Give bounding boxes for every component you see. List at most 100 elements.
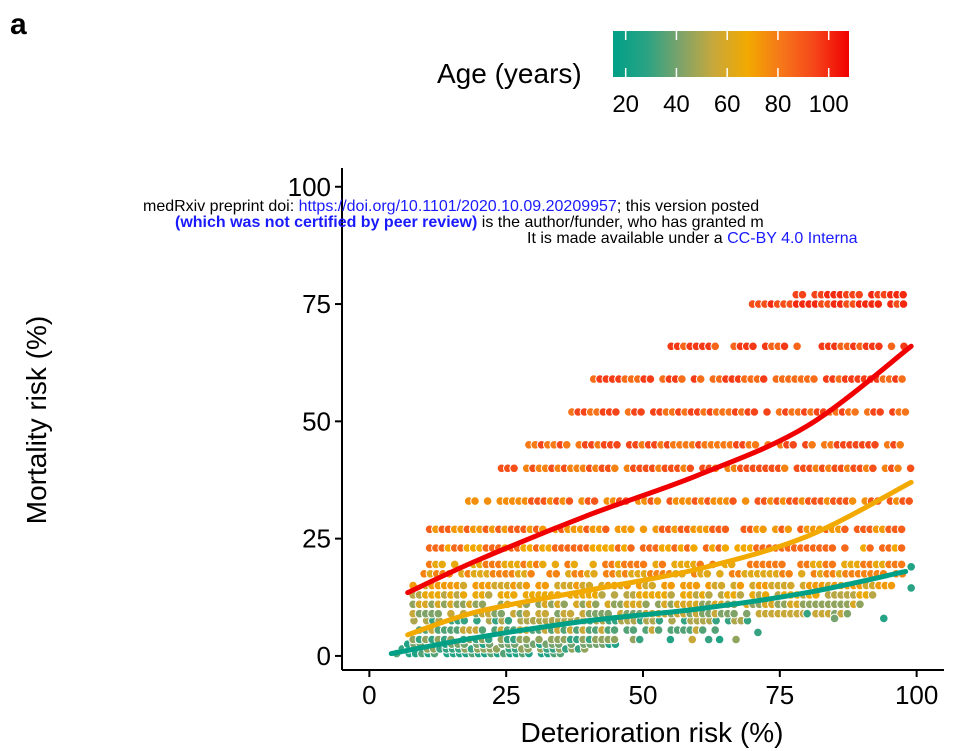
y-tick-label: 0 [317,641,331,671]
scatter-point [647,580,658,591]
scatter-point [477,625,488,635]
scatter-point [697,625,708,635]
scatter-point [802,608,812,619]
scatter-point [854,289,865,300]
scatter-point [496,608,507,619]
scatter-point [550,559,561,570]
preprint-posted-text: ; this version posted [616,199,760,215]
scatter-point [634,634,645,645]
scatter-point [750,440,761,450]
scatter-point [482,496,493,506]
scatter-point [551,569,562,579]
author-funder-note: is the author/funder, who has granted m [477,214,764,231]
scatter-point [870,440,880,450]
colorbar-tick-label: 60 [714,91,741,118]
scatter-point [886,341,897,352]
y-tick-label: 75 [302,289,331,319]
scatter-point [896,543,907,553]
scatter-point [827,559,838,570]
scatter-point [653,625,664,635]
scatter-point [865,543,875,553]
scatter-point [636,407,646,417]
colorbar-tick-label: 20 [612,91,639,118]
scatter-point [677,374,687,384]
scatter-point [874,341,884,352]
x-tick-label: 50 [629,680,658,710]
trend-line [405,343,914,596]
scatter-point [628,625,639,635]
scatter-point [564,496,575,506]
scatter-point [612,440,622,450]
preprint-doi-prefix: medRxiv preprint doi: [143,199,299,215]
y-tick-label: 50 [302,406,331,436]
scatter-point [868,463,878,474]
scatter-point [875,407,886,417]
scatter-point [521,608,532,619]
scatter-point [716,580,727,591]
scatter-point [879,613,889,624]
scatter-point [904,496,915,506]
preprint-notice: medRxiv preprint doi: https://doi.org/10… [143,199,960,247]
colorbar-tick-label: 80 [765,91,792,118]
scatter-point [589,569,599,579]
scatter-point [609,590,620,600]
scatter-point [886,580,897,591]
scatter-point [565,608,576,619]
scatter-point [561,440,572,450]
scatter-point [521,580,532,591]
colorbar [613,31,849,77]
scatter-point [728,496,738,506]
trend-lines [388,343,914,657]
scatter-point [753,627,763,638]
scatter-point [896,559,907,570]
scatter-point [540,580,551,591]
scatter-point [652,496,663,506]
scatter-point [710,341,721,352]
scatter-point [855,599,865,610]
scatter-point [729,608,739,619]
scatter-point [900,407,911,417]
scatter-point [589,496,600,506]
scatter-point [601,524,611,535]
panel-label: a [10,8,27,41]
scatter-point [906,583,916,593]
colorbar-tick-label: 100 [809,91,849,118]
scatter-point [657,559,668,570]
scatter-point [898,289,909,300]
y-axis-label: Mortality risk (%) [21,316,52,524]
scatter-point [641,599,651,610]
scatter-point [638,524,649,535]
scatter-point [720,543,731,553]
scatter-point [906,561,916,572]
scatter-point [827,543,838,553]
scatter-point [521,634,532,645]
preprint-doi-link[interactable]: https://doi.org/10.1101/2020.10.09.20209… [298,199,617,215]
y-tick-label: 100 [288,172,331,202]
scatter-point [735,590,746,600]
scatter-point [758,374,769,384]
scatter-point [715,569,725,579]
license-link[interactable]: CC-BY 4.0 Interna [727,230,858,247]
scatter-point [710,625,721,635]
scatter-point [645,374,656,384]
x-tick-label: 25 [492,680,521,710]
scatter-point [470,496,480,506]
x-tick-label: 100 [895,680,938,710]
y-axis-ticks: 0 25 50 75 100 [288,172,342,671]
scatter-point [626,524,636,535]
scatter-point [689,543,699,553]
x-tick-label: 75 [765,680,794,710]
colorbar-tick-label: 40 [663,91,690,118]
scatter-point [895,440,906,450]
scatter-point [685,463,696,474]
scatter-point [867,590,878,600]
scatter-point [797,289,808,300]
scatter-point [483,590,494,600]
scatter-point [609,634,620,645]
scatter-point [840,524,850,535]
scatter-point [898,299,909,309]
scatter-point [666,590,677,600]
scatter-point [829,613,840,624]
scatter-point [534,634,544,645]
